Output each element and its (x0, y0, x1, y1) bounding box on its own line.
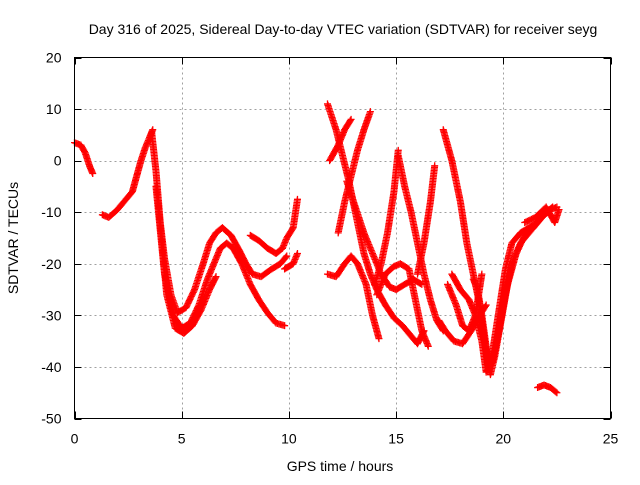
series-track-g (281, 249, 301, 273)
y-tick-label: -40 (41, 359, 61, 375)
series-track-e (154, 198, 220, 337)
y-axis-label: SDTVAR / TECUs (5, 182, 21, 294)
y-tick-label: 10 (46, 101, 62, 117)
y-tick-label: 20 (46, 50, 62, 66)
series-track-a (71, 139, 97, 178)
data-point (478, 270, 486, 278)
x-tick-label: 5 (178, 431, 186, 447)
series-track-p (414, 162, 439, 278)
y-tick-label: 0 (54, 153, 62, 169)
data-point (281, 322, 289, 330)
series-track-m (371, 146, 402, 288)
data-point (347, 115, 355, 123)
data-point (366, 108, 374, 116)
tick-label-layer: 0 5 10 15 20 25 -50 -40 -30 -20 -10 0 10 20 (41, 50, 618, 447)
data-point (212, 273, 220, 281)
series-track-u (444, 270, 486, 335)
data-point (346, 117, 354, 125)
y-tick-label: -10 (41, 204, 61, 220)
data-point (552, 388, 560, 396)
data-point (553, 389, 561, 397)
data-point (482, 301, 490, 309)
series-track-n (373, 260, 432, 350)
series-track-b (98, 126, 157, 221)
data-point (431, 162, 439, 170)
x-axis-label: GPS time / hours (287, 458, 394, 474)
series-track-k (334, 108, 374, 237)
series-track-r (439, 126, 548, 371)
data-point (293, 249, 301, 257)
chart-title: Day 316 of 2025, Sidereal Day-to-day VTE… (89, 21, 598, 37)
series-track-h (323, 252, 383, 343)
data-point (283, 252, 291, 260)
data-point (375, 335, 383, 343)
data-point (555, 206, 563, 214)
data-point (424, 342, 432, 350)
tick-layer (74, 57, 612, 420)
series-track-f (246, 195, 301, 257)
series-track-w (534, 381, 561, 397)
plot-frame (74, 57, 611, 419)
data-marks (71, 100, 563, 397)
data-point (89, 170, 97, 178)
grid-layer (74, 57, 611, 419)
series-track-j (326, 115, 355, 165)
data-point (282, 253, 290, 261)
x-tick-label: 0 (71, 431, 79, 447)
y-tick-label: -20 (41, 256, 61, 272)
series-track-v (521, 203, 563, 227)
x-tick-label: 25 (603, 431, 619, 447)
x-tick-label: 10 (281, 431, 297, 447)
y-tick-label: -30 (41, 307, 61, 323)
y-tick-label: -50 (41, 411, 61, 427)
data-point (293, 195, 301, 203)
x-tick-label: 15 (388, 431, 404, 447)
x-tick-label: 20 (496, 431, 512, 447)
